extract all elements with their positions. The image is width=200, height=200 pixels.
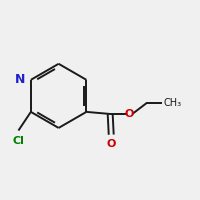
Text: Cl: Cl [13, 136, 24, 146]
Text: N: N [15, 73, 26, 86]
Text: O: O [124, 109, 133, 119]
Text: O: O [107, 139, 116, 149]
Text: CH₃: CH₃ [164, 98, 182, 108]
